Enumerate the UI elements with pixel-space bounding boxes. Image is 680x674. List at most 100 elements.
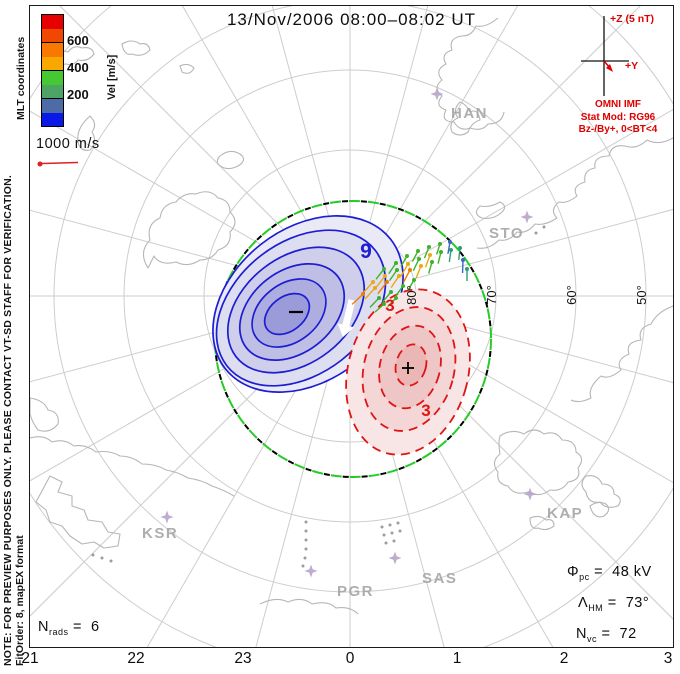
colorbar-tick-200: 200 <box>67 87 89 102</box>
velocity-vector-origin <box>371 280 375 284</box>
reference-vector-origin <box>37 161 43 167</box>
positive-potential-cell <box>345 288 471 456</box>
velocity-vectors <box>351 240 469 313</box>
coastline <box>259 598 359 615</box>
colorbar-segment <box>42 112 63 126</box>
nrads-value: = 6 <box>68 619 100 635</box>
velocity-vector-tail <box>395 285 404 297</box>
velocity-vector-origin <box>383 274 387 278</box>
mlt-radial <box>59 6 304 250</box>
mlt-radial <box>30 110 294 264</box>
coastline <box>529 515 555 531</box>
velocity-vector-tail <box>387 297 397 308</box>
imf-model-text: Stat Mod: RG96 <box>581 112 656 123</box>
velocity-vector-origin <box>401 284 405 288</box>
nvc-symbol: N <box>576 626 587 642</box>
phi-symbol: Φ <box>567 564 580 580</box>
imf-model-text: OMNI IMF <box>595 99 641 110</box>
velocity-vector-origin <box>397 274 401 278</box>
velocity-vector-tail <box>364 287 376 300</box>
ksr-station-label: KSR <box>142 525 178 542</box>
colorbar-segment <box>42 56 63 71</box>
radar-stations: HAN STO KSR PGR SAS KAP <box>142 87 582 600</box>
coastline <box>216 150 245 170</box>
coastline <box>142 191 236 269</box>
fov-dot <box>91 553 95 557</box>
fov-dot <box>542 225 546 229</box>
fov-dot <box>392 539 396 543</box>
velocity-vector-origin <box>406 262 410 266</box>
cross-polar-cap-potential: Φpc = 48 kV <box>567 564 652 582</box>
velocity-vector-tail <box>424 254 431 268</box>
velocity-vector-origin <box>412 278 416 282</box>
colorbar-axis-label: Vel [m/s] <box>106 54 118 100</box>
velocity-vector-tail <box>437 251 442 264</box>
coastline <box>476 137 673 249</box>
velocity-vector-tail <box>412 258 420 271</box>
fit-order-note: FitOrder: 8, mapEX format <box>14 535 26 666</box>
velocity-vector-origin <box>385 280 389 284</box>
mlt-radial <box>382 6 519 240</box>
velocity-vector-tail <box>374 303 385 313</box>
fov-dot <box>304 538 308 542</box>
fov-dot <box>384 541 388 545</box>
lambda-symbol: Λ <box>578 595 589 611</box>
velocity-vector-tail <box>351 293 364 305</box>
coastline <box>179 63 195 74</box>
coastline <box>450 101 481 136</box>
velocity-vector-tail <box>377 281 388 295</box>
fov-dot <box>303 556 307 560</box>
coastline <box>35 475 121 549</box>
imf-vector-head <box>606 64 613 72</box>
colorbar-segment <box>42 99 63 113</box>
fov-dot <box>382 533 386 537</box>
fov-dot <box>388 523 392 527</box>
velocity-vector-origin <box>427 245 431 249</box>
velocity-vector-origin <box>419 264 423 268</box>
velocity-vector-origin <box>373 286 377 290</box>
fov-dot <box>534 231 538 235</box>
han-station-marker <box>430 87 444 101</box>
velocity-vector-origin <box>394 296 398 300</box>
latitude-label: 80° <box>404 285 419 305</box>
imf-model-text: Bz-/By+, 0<BT<4 <box>579 124 658 135</box>
velocity-vector-origin <box>389 290 393 294</box>
velocity-vector-tail <box>447 241 451 254</box>
coastline <box>493 429 583 496</box>
colorbar-tick-400: 400 <box>67 60 89 75</box>
colorbar-segment <box>42 71 63 85</box>
velocity-vector-origin <box>439 250 443 254</box>
reference-vector-tail <box>41 161 79 165</box>
phi-value: = 48 kV <box>589 564 652 580</box>
colorbar-segment <box>42 28 63 43</box>
fov-dot <box>304 529 308 533</box>
nrads-symbol: N <box>38 619 49 635</box>
coastline <box>581 475 621 508</box>
positive-contour-label: 3 <box>421 401 430 420</box>
velocity-vector-origin <box>449 248 453 252</box>
throat-arrow <box>337 299 356 337</box>
pgr-station-label: PGR <box>337 583 374 600</box>
fov-dot <box>301 564 305 568</box>
radar-count: Nrads = 6 <box>38 619 100 637</box>
mlt-axis: 21 22 23 0 1 2 3 <box>0 650 680 672</box>
velocity-vector-origin <box>361 292 365 296</box>
fov-dot <box>100 556 104 560</box>
nvc-value: = 72 <box>596 626 637 642</box>
velocity-vector-tail <box>369 297 380 308</box>
plot-title: 13/Nov/2006 08:00–08:02 UT <box>226 10 477 29</box>
negative-contour <box>263 292 311 336</box>
mlt-label-3: 3 <box>663 650 673 667</box>
reference-vector-label: 1000 m/s <box>36 136 100 152</box>
mlt-radial <box>181 6 318 240</box>
latitude-label: 50° <box>634 285 649 305</box>
hm-boundary-green <box>214 200 492 478</box>
phi-subscript: pc <box>579 571 590 582</box>
velocity-vector-origin <box>438 242 442 246</box>
velocity-vector-tail <box>407 279 415 291</box>
velocity-vector-tail <box>388 269 398 282</box>
velocity-vector-origin <box>408 268 412 272</box>
velocity-vector-tail <box>400 255 408 267</box>
coastline <box>49 46 95 66</box>
